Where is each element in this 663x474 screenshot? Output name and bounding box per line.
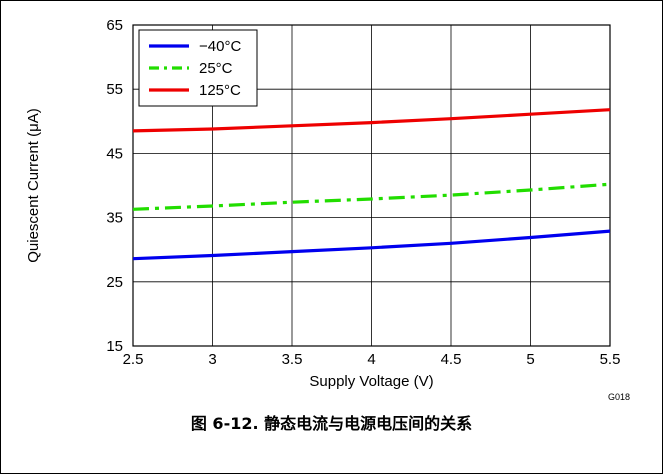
plot-area [132, 24, 611, 347]
y-tick-label: 15 [106, 338, 123, 355]
x-tick-label: 5.5 [600, 351, 621, 368]
x-axis-ticks: 2.5 3 3.5 4 4.5 5 5.5 [123, 351, 621, 368]
y-tick-label: 45 [106, 145, 123, 162]
x-tick-label: 3 [208, 351, 216, 368]
series-layer [132, 108, 611, 261]
figure-caption: 图 6-12. 静态电流与电源电压间的关系 [190, 414, 473, 433]
y-axis-ticks: 15 25 35 45 55 65 [106, 17, 123, 355]
x-tick-label: 4.5 [441, 351, 462, 368]
legend-label: −40°C [199, 38, 241, 55]
figure-id: G018 [608, 392, 630, 402]
legend: −40°C 25°C 125°C [138, 29, 258, 107]
x-tick-label: 5 [526, 351, 534, 368]
x-tick-label: 3.5 [282, 351, 303, 368]
y-tick-label: 55 [106, 81, 123, 98]
y-axis-label: Quiescent Current (μA) [25, 108, 42, 263]
x-tick-label: 4 [367, 351, 375, 368]
x-axis-label: Supply Voltage (V) [309, 373, 433, 390]
legend-label: 25°C [199, 60, 233, 77]
legend-label: 125°C [199, 82, 241, 99]
grid [133, 25, 610, 346]
x-tick-label: 2.5 [123, 351, 144, 368]
y-tick-label: 35 [106, 210, 123, 227]
series-line [132, 108, 611, 133]
y-tick-label: 25 [106, 274, 123, 291]
series-line [132, 182, 611, 211]
y-tick-label: 65 [106, 17, 123, 34]
series-line [132, 229, 611, 261]
